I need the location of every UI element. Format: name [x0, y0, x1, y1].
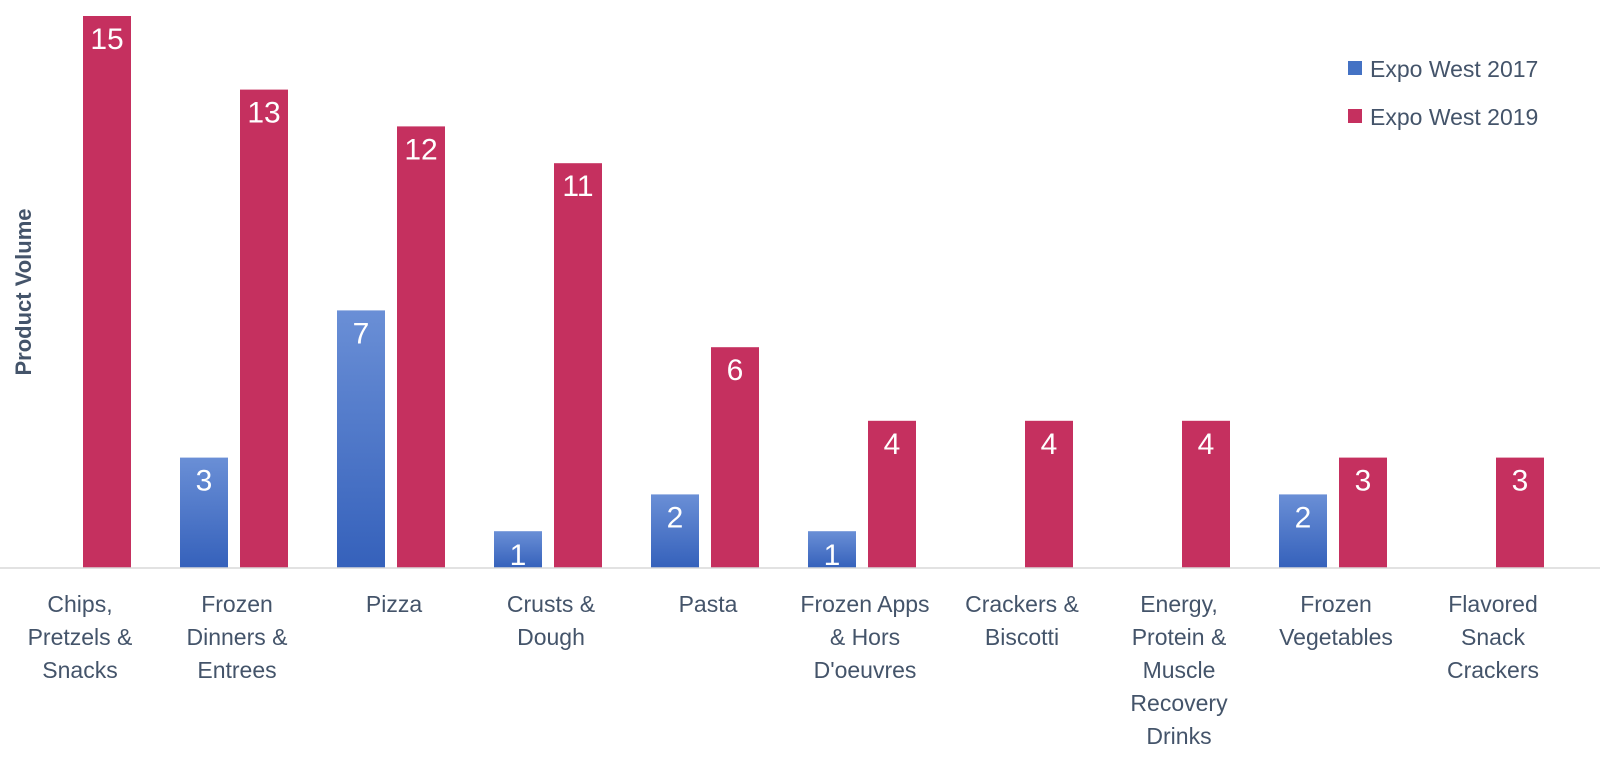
data-label-2019-8: 3 — [1355, 465, 1372, 498]
bar-2017-2 — [337, 310, 385, 568]
legend-label-2019: Expo West 2019 — [1370, 104, 1538, 130]
legend-swatch-2019 — [1348, 109, 1362, 123]
data-label-2019-3: 11 — [562, 170, 593, 203]
legend-swatch-2017 — [1348, 61, 1362, 75]
category-label-line: Entrees — [197, 657, 276, 683]
bar-2019-2 — [397, 126, 445, 569]
data-label-2017-8: 2 — [1295, 501, 1312, 534]
category-label-line: Frozen — [1300, 591, 1372, 617]
category-label-line: Crackers — [1447, 657, 1539, 683]
bar-2017-8 — [1279, 494, 1327, 568]
data-label-2017-5: 1 — [824, 539, 841, 572]
category-label-1: Frozen Dinners & Entrees — [187, 591, 288, 683]
bar-2017-3 — [494, 531, 542, 568]
category-label-line: Crackers & — [965, 591, 1079, 617]
bar-2017-5 — [808, 531, 856, 568]
data-label-2019-6: 4 — [1041, 428, 1058, 461]
category-label-3: Crusts & Dough — [507, 591, 595, 650]
category-label-line: Protein & — [1132, 624, 1227, 650]
category-label-line: Drinks — [1146, 723, 1211, 749]
data-label-2017-1: 3 — [196, 465, 213, 498]
data-label-2019-9: 3 — [1512, 465, 1529, 498]
category-label-line: Frozen Apps — [800, 591, 929, 617]
category-label-line: & Hors — [830, 624, 900, 650]
bar-2019-6 — [1025, 420, 1073, 568]
data-label-2019-5: 4 — [884, 428, 901, 461]
category-label-line: Snack — [1461, 624, 1525, 650]
data-label-2017-4: 2 — [667, 501, 684, 534]
y-axis-title: Product Volume — [11, 208, 36, 375]
bar-2019-3 — [554, 163, 602, 568]
category-label-line: Recovery — [1130, 690, 1228, 716]
category-label-7: Energy, Protein & Muscle Recovery Drinks — [1130, 591, 1228, 749]
category-label-line: Vegetables — [1279, 624, 1393, 650]
category-label-9: Flavored Snack Crackers — [1447, 591, 1539, 683]
category-label-line: Muscle — [1143, 657, 1216, 683]
bar-2019-0 — [83, 16, 131, 568]
category-label-line: Crusts & — [507, 591, 595, 617]
bar-2017-1 — [180, 457, 228, 568]
category-label-line: Snacks — [42, 657, 117, 683]
bar-2017-4 — [651, 494, 699, 568]
data-label-2019-0: 15 — [90, 23, 123, 56]
category-label-line: Pizza — [366, 591, 422, 617]
category-label-line: Pretzels & — [28, 624, 133, 650]
bar-2019-8 — [1339, 457, 1387, 568]
category-label-line: Energy, — [1140, 591, 1218, 617]
legend: Expo West 2017 Expo West 2019 — [1348, 56, 1538, 130]
data-label-2019-1: 13 — [247, 97, 280, 130]
data-label-2017-2: 7 — [353, 317, 370, 350]
bar-2019-1 — [240, 89, 288, 568]
data-label-2019-4: 6 — [727, 354, 744, 387]
data-label-2019-2: 12 — [404, 133, 437, 166]
category-label-line: Biscotti — [985, 624, 1059, 650]
category-label-line: Dough — [517, 624, 585, 650]
category-label-2: Pizza — [366, 591, 422, 617]
category-label-8: Frozen Vegetables — [1279, 591, 1393, 650]
bar-2019-9 — [1496, 457, 1544, 568]
category-label-6: Crackers & Biscotti — [965, 591, 1079, 650]
category-label-line: Frozen — [201, 591, 273, 617]
category-label-5: Frozen Apps & Hors D'oeuvres — [800, 591, 929, 683]
category-label-line: Pasta — [679, 591, 738, 617]
category-label-line: D'oeuvres — [814, 657, 917, 683]
bar-2019-7 — [1182, 420, 1230, 568]
bar-2019-4 — [711, 347, 759, 568]
category-label-0: Chips, Pretzels & Snacks — [28, 591, 133, 683]
category-label-line: Chips, — [47, 591, 112, 617]
data-label-2017-3: 1 — [510, 539, 527, 572]
legend-label-2017: Expo West 2017 — [1370, 56, 1538, 82]
bar-2019-5 — [868, 420, 916, 568]
category-label-line: Flavored — [1448, 591, 1537, 617]
category-label-4: Pasta — [679, 591, 738, 617]
data-label-2019-7: 4 — [1198, 428, 1215, 461]
category-labels: Chips, Pretzels & Snacks Frozen Dinners & Ent… — [28, 591, 1539, 749]
category-label-line: Dinners & — [187, 624, 288, 650]
